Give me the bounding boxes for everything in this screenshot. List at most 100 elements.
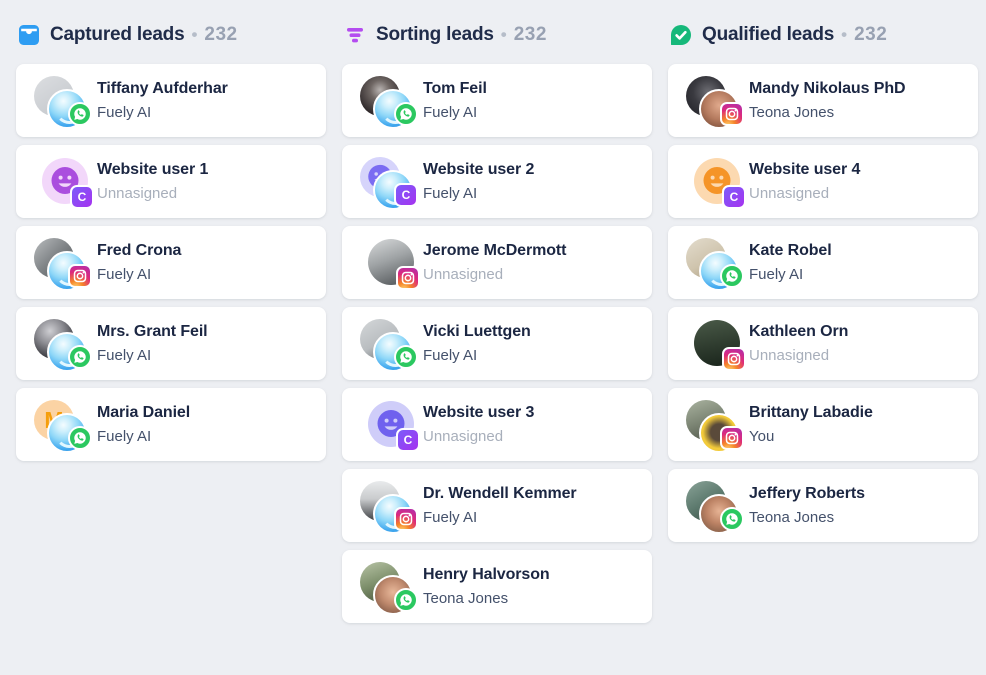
lead-name: Website user 2 <box>423 160 535 178</box>
lead-card[interactable]: Tom Feil Fuely AI <box>342 64 652 137</box>
lead-name: Jerome McDermott <box>423 241 567 259</box>
cards-list: Tom Feil Fuely AI C Website user 2 Fuely… <box>342 64 652 623</box>
lead-text: Vicki Luettgen Fuely AI <box>423 323 531 365</box>
avatar-smiley <box>42 158 88 204</box>
avatar-stack <box>684 64 749 137</box>
instagram-badge-icon <box>68 264 92 288</box>
lead-text: Maria Daniel Fuely AI <box>97 404 190 446</box>
crisp-badge-icon: C <box>70 185 94 209</box>
lead-text: Dr. Wendell Kemmer Fuely AI <box>423 485 577 527</box>
lead-card[interactable]: Kate Robel Fuely AI <box>668 226 978 299</box>
lead-assignee: Teona Jones <box>749 508 835 526</box>
lead-card[interactable]: C Website user 4 Unnasigned <box>668 145 978 218</box>
board: Captured leads • 232 Tiffany Aufderhar F… <box>16 14 978 631</box>
lead-card[interactable]: C Website user 3 Unnasigned <box>342 388 652 461</box>
whatsapp-badge-icon <box>68 102 92 126</box>
lead-card[interactable]: M Maria Daniel Fuely AI <box>16 388 326 461</box>
lead-assignee: Fuely AI <box>423 103 478 121</box>
column-title: Qualified leads <box>702 24 835 45</box>
cards-list: Tiffany Aufderhar Fuely AI C Website use… <box>16 64 326 461</box>
instagram-badge-icon <box>722 347 746 371</box>
avatar-stack <box>684 388 749 461</box>
filter-icon <box>344 24 366 46</box>
column-header: Captured leads • 232 <box>18 22 326 48</box>
lead-text: Tiffany Aufderhar Fuely AI <box>97 80 228 122</box>
lead-name: Kate Robel <box>749 241 832 259</box>
instagram-badge-icon <box>720 426 744 450</box>
lead-card[interactable]: Dr. Wendell Kemmer Fuely AI <box>342 469 652 542</box>
avatar-stack <box>32 307 97 380</box>
lead-assignee: Fuely AI <box>97 265 152 283</box>
lead-card[interactable]: Jerome McDermott Unnasigned <box>342 226 652 299</box>
separator-dot: • <box>841 25 848 44</box>
column-count: 232 <box>854 24 888 45</box>
avatar-stack <box>358 469 423 542</box>
lead-assignee: Fuely AI <box>423 184 478 202</box>
crisp-badge-icon: C <box>396 428 420 452</box>
inbox-icon <box>18 24 40 46</box>
lead-card[interactable]: C Website user 2 Fuely AI <box>342 145 652 218</box>
lead-card[interactable]: Fred Crona Fuely AI <box>16 226 326 299</box>
whatsapp-badge-icon <box>720 264 744 288</box>
lead-assignee: Unnasigned <box>749 346 830 364</box>
crisp-badge-icon: C <box>394 183 418 207</box>
lead-card[interactable]: C Website user 1 Unnasigned <box>16 145 326 218</box>
column-qualified-leads: Qualified leads • 232 Mandy Nikolaus PhD… <box>668 14 978 631</box>
instagram-badge-icon <box>720 102 744 126</box>
whatsapp-badge-icon <box>720 507 744 531</box>
lead-name: Website user 4 <box>749 160 861 178</box>
lead-name: Jeffery Roberts <box>749 484 865 502</box>
lead-name: Henry Halvorson <box>423 565 550 583</box>
lead-assignee: Fuely AI <box>423 346 478 364</box>
lead-name: Vicki Luettgen <box>423 322 531 340</box>
lead-text: Website user 3 Unnasigned <box>423 404 534 446</box>
lead-name: Dr. Wendell Kemmer <box>423 484 577 502</box>
avatar-stack <box>684 226 749 299</box>
column-title: Captured leads <box>50 24 185 45</box>
avatar-stack <box>684 307 749 380</box>
instagram-badge-icon <box>394 507 418 531</box>
lead-text: Fred Crona Fuely AI <box>97 242 181 284</box>
avatar-stack <box>358 226 423 299</box>
lead-assignee: Fuely AI <box>423 508 478 526</box>
lead-text: Jerome McDermott Unnasigned <box>423 242 566 284</box>
lead-card[interactable]: Mandy Nikolaus PhD Teona Jones <box>668 64 978 137</box>
lead-card[interactable]: Brittany Labadie You <box>668 388 978 461</box>
lead-card[interactable]: Kathleen Orn Unnasigned <box>668 307 978 380</box>
avatar-stack <box>32 64 97 137</box>
check-circle-icon <box>670 24 692 46</box>
separator-dot: • <box>500 25 507 44</box>
whatsapp-badge-icon <box>394 102 418 126</box>
lead-text: Jeffery Roberts Teona Jones <box>749 485 865 527</box>
lead-text: Kate Robel Fuely AI <box>749 242 832 284</box>
lead-name: Tom Feil <box>423 79 487 97</box>
lead-assignee: Fuely AI <box>97 103 152 121</box>
separator-dot: • <box>191 25 198 44</box>
lead-card[interactable]: Vicki Luettgen Fuely AI <box>342 307 652 380</box>
lead-text: Brittany Labadie You <box>749 404 873 446</box>
lead-card[interactable]: Mrs. Grant Feil Fuely AI <box>16 307 326 380</box>
lead-card[interactable]: Henry Halvorson Teona Jones <box>342 550 652 623</box>
lead-assignee: Fuely AI <box>97 346 152 364</box>
column-title: Sorting leads <box>376 24 494 45</box>
column-captured-leads: Captured leads • 232 Tiffany Aufderhar F… <box>16 14 326 631</box>
lead-text: Website user 1 Unnasigned <box>97 161 208 203</box>
lead-card[interactable]: Tiffany Aufderhar Fuely AI <box>16 64 326 137</box>
lead-text: Henry Halvorson Teona Jones <box>423 566 550 608</box>
lead-name: Fred Crona <box>97 241 182 259</box>
column-sorting-leads: Sorting leads • 232 Tom Feil Fuely AI C … <box>342 14 652 631</box>
lead-name: Kathleen Orn <box>749 322 849 340</box>
whatsapp-badge-icon <box>394 588 418 612</box>
whatsapp-badge-icon <box>68 426 92 450</box>
avatar-stack: C <box>358 388 423 461</box>
column-header: Sorting leads • 232 <box>344 22 652 48</box>
lead-card[interactable]: Jeffery Roberts Teona Jones <box>668 469 978 542</box>
lead-text: Mrs. Grant Feil Fuely AI <box>97 323 208 365</box>
instagram-badge-icon <box>396 266 420 290</box>
avatar-stack <box>358 550 423 623</box>
lead-name: Mandy Nikolaus PhD <box>749 79 906 97</box>
lead-text: Website user 4 Unnasigned <box>749 161 860 203</box>
lead-name: Website user 1 <box>97 160 209 178</box>
whatsapp-badge-icon <box>68 345 92 369</box>
lead-assignee: Unnasigned <box>423 265 504 283</box>
